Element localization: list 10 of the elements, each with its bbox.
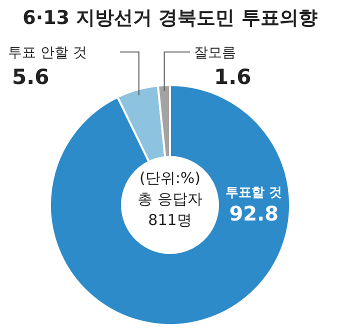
- chart-title: 6·13 지방선거 경북도민 투표의향: [22, 7, 318, 29]
- text: 811명: [148, 211, 192, 229]
- slice-label: 투표 안할 것: [8, 45, 87, 61]
- data-label: 92.8: [229, 201, 279, 226]
- data-label: 5.6: [12, 65, 50, 89]
- text: (단위:%): [139, 169, 201, 187]
- data-label: 1.6: [214, 65, 252, 89]
- slice-label: 투표할 것: [226, 185, 282, 200]
- text: 총 응답자: [138, 190, 202, 208]
- slice-label: 잘모름: [194, 45, 236, 61]
